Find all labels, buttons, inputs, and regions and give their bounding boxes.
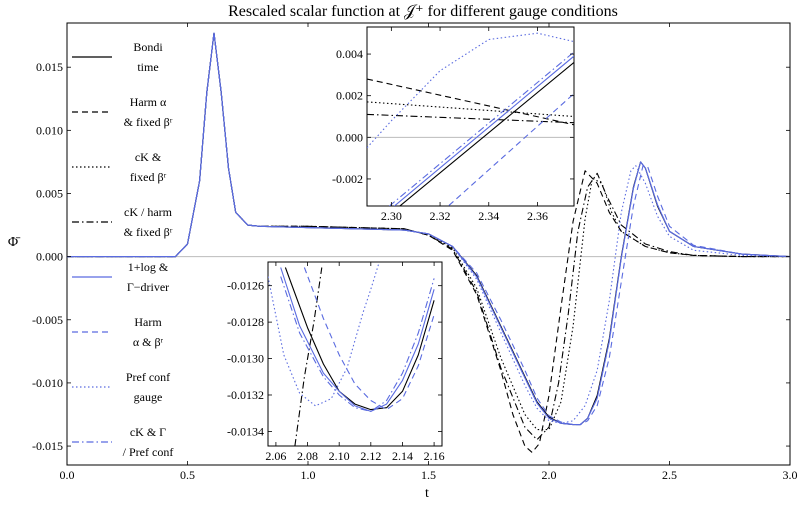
inset1-frame (366, 26, 575, 207)
inset1-series-line-3 (367, 113, 574, 124)
legend: Bondi time Harm α & fixed βʳ cK & fixed βʳ cK … (72, 40, 173, 459)
inset2-frame (267, 261, 443, 447)
inset2-series-line-4 (280, 267, 435, 412)
inset1-x-tick-label: 2.36 (527, 209, 548, 223)
inset2-x-tick-label: 2.10 (329, 449, 350, 463)
inset2-x-tick-label: 2.14 (392, 449, 413, 463)
legend-label-2: cK & (135, 150, 162, 164)
inset2-series-line-7 (280, 276, 435, 412)
inset1-y-tick-label: 0.000 (336, 130, 363, 144)
inset2-x-tick-label: 2.12 (360, 449, 381, 463)
inset2-series-line-5 (303, 267, 435, 411)
legend-label-6: gauge (134, 390, 163, 404)
main-x-tick-label: 3.0 (783, 468, 798, 482)
legend-label-7: / Pref conf (123, 445, 174, 459)
legend-label-7: cK & Γ (130, 425, 166, 439)
inset1-x-tick-label: 2.30 (381, 209, 402, 223)
legend-label-4: 1+log & (128, 260, 169, 274)
main-series-line-7 (67, 32, 790, 426)
main-x-tick-label: 2.5 (662, 468, 677, 482)
inset1-y-tick-label: 0.004 (336, 47, 363, 61)
legend-label-1: Harm α (130, 95, 167, 109)
main-y-tick-label: 0.005 (36, 186, 63, 200)
legend-label-4: Γ−driver (127, 280, 169, 294)
main-y-tick-label: -0.005 (32, 313, 63, 327)
inset2-series-line-0 (284, 267, 435, 411)
inset1-series-line-5 (447, 93, 574, 206)
inset1-series-line-1 (367, 78, 574, 126)
inset2-y-tick-label: -0.0134 (227, 424, 264, 438)
inset-top-zoom: 2.30 2.32 2.34 2.36 0.004 0.002 0.000 -0.002 (332, 26, 575, 223)
main-y-tick-label: 0.015 (36, 60, 63, 74)
x-axis-label: t (425, 486, 429, 501)
inset2-x-tick-label: 2.08 (297, 449, 318, 463)
legend-label-3: cK / harm (124, 205, 173, 219)
inset1-series-line-0 (398, 61, 574, 206)
legend-label-5: Harm (134, 315, 162, 329)
main-x-tick-label: 1.0 (301, 468, 316, 482)
inset1-series-line-4 (393, 55, 574, 206)
inset1-series-line-2 (367, 101, 574, 118)
main-y-tick-label: 0.000 (36, 250, 63, 264)
legend-label-0: time (137, 60, 158, 74)
main-series-line-1 (67, 32, 790, 453)
main-y-tick-label: -0.010 (32, 376, 63, 390)
main-x-tick-label: 0.0 (60, 468, 75, 482)
inset2-y-tick-label: -0.0132 (227, 388, 264, 402)
legend-label-1: & fixed βʳ (124, 115, 173, 129)
main-series-line-2 (67, 32, 790, 431)
legend-label-5: α & βʳ (133, 335, 164, 349)
main-x-tick-label: 1.5 (421, 468, 436, 482)
inset2-x-tick-label: 2.06 (265, 449, 286, 463)
main-x-tick-label: 2.0 (542, 468, 557, 482)
main-y-tick-label: 0.010 (36, 123, 63, 137)
inset2-y-tick-label: -0.0130 (227, 352, 264, 366)
inset2-x-tick-label: 2.16 (424, 449, 445, 463)
inset2-y-tick-label: -0.0128 (227, 315, 264, 329)
inset1-series-line-7 (388, 51, 574, 206)
chart-title: Rescaled scalar function at 𝒥⁺ for diffe… (228, 3, 618, 20)
main-series-line-6 (67, 32, 790, 424)
inset1-y-tick-label: -0.002 (332, 172, 363, 186)
inset2-y-tick-label: -0.0126 (227, 279, 264, 293)
legend-label-2: fixed βʳ (130, 170, 167, 184)
legend-label-6: Pref conf (126, 370, 170, 384)
main-y-tick-label: -0.015 (32, 439, 63, 453)
main-x-tick-label: 0.5 (180, 468, 195, 482)
inset1-y-tick-label: 0.002 (336, 89, 363, 103)
legend-label-0: Bondi (133, 40, 163, 54)
legend-label-3: & fixed βʳ (124, 225, 173, 239)
y-axis-label: Φ̄ (8, 235, 21, 250)
inset1-x-tick-label: 2.34 (478, 209, 499, 223)
inset1-x-tick-label: 2.32 (430, 209, 451, 223)
inset-bottom-zoom: 2.06 2.08 2.10 2.12 2.14 2.16 -0.0126 -0.0128 -0… (227, 261, 445, 463)
